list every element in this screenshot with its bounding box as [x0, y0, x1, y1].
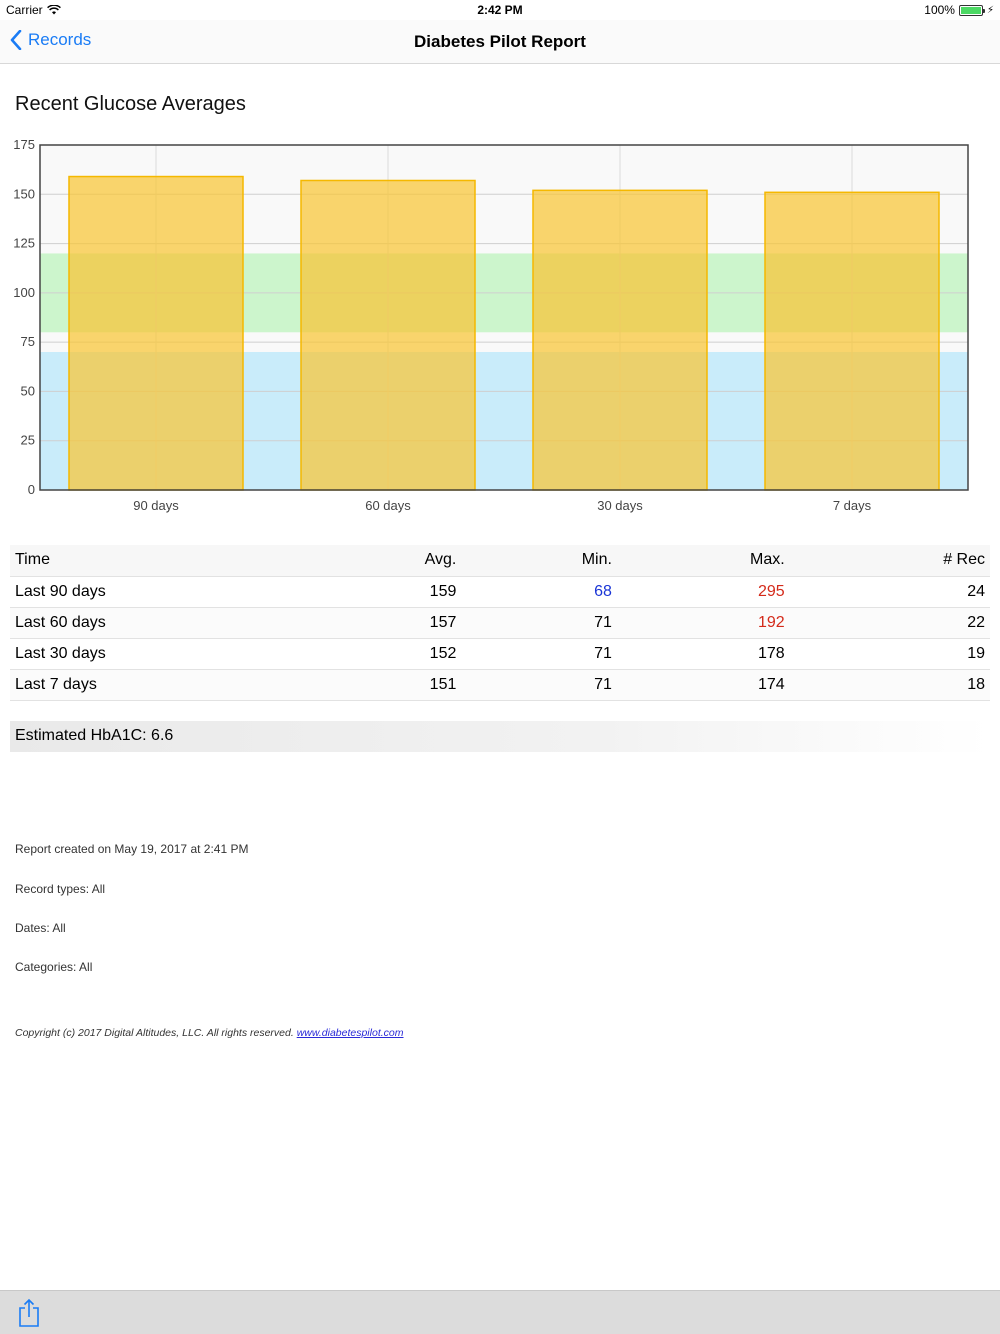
status-bar: Carrier 2:42 PM 100% ⚡ — [0, 0, 1000, 20]
report-title: Recent Glucose Averages — [15, 93, 246, 115]
header-max: Max. — [616, 545, 790, 577]
cell-rec: 22 — [789, 607, 990, 639]
bar — [68, 175, 244, 491]
cell-max: 174 — [616, 669, 790, 701]
y-tick-label: 100 — [13, 285, 35, 300]
cell-avg: 159 — [300, 576, 462, 608]
back-button-label: Records — [28, 30, 92, 49]
copyright-text: Copyright (c) 2017 Digital Altitudes, LL… — [15, 1027, 294, 1039]
header-rec: # Rec — [789, 545, 990, 577]
charging-icon: ⚡ — [986, 4, 994, 16]
navigation-bar: Records Diabetes Pilot Report — [0, 20, 1000, 64]
x-tick-label: 60 days — [365, 498, 411, 513]
copyright: Copyright (c) 2017 Digital Altitudes, LL… — [15, 1027, 404, 1039]
y-tick-label: 25 — [21, 433, 35, 448]
cell-time: Last 60 days — [10, 607, 300, 639]
cell-time: Last 90 days — [10, 576, 300, 608]
cell-min: 71 — [461, 607, 617, 639]
wifi-icon — [46, 5, 61, 15]
x-tick-label: 90 days — [133, 498, 179, 513]
cell-min: 71 — [461, 638, 617, 670]
bar — [300, 179, 476, 491]
y-tick-label: 50 — [21, 383, 35, 398]
cell-time: Last 30 days — [10, 638, 300, 670]
cell-max: 192 — [616, 607, 790, 639]
plot-border — [39, 144, 969, 491]
table-header-row: Time Avg. Min. Max. # Rec — [10, 545, 990, 577]
y-tick-label: 0 — [28, 482, 35, 497]
header-avg: Avg. — [300, 545, 462, 577]
hba1c-estimate: Estimated HbA1C: 6.6 — [10, 721, 990, 752]
cell-avg: 157 — [300, 607, 462, 639]
cell-rec: 24 — [789, 576, 990, 608]
categories-filter: Categories: All — [15, 960, 93, 974]
bar — [532, 189, 708, 491]
chevron-left-icon — [10, 30, 22, 50]
cell-avg: 152 — [300, 638, 462, 670]
bottom-toolbar — [0, 1290, 1000, 1334]
y-tick-label: 125 — [13, 236, 35, 251]
cell-avg: 151 — [300, 669, 462, 701]
stats-table: Time Avg. Min. Max. # Rec Last 90 days 1… — [10, 545, 990, 701]
y-tick-label: 175 — [13, 137, 35, 152]
table-row: Last 7 days 151 71 174 18 — [10, 669, 990, 701]
website-link[interactable]: www.diabetespilot.com — [296, 1027, 404, 1039]
dates-filter: Dates: All — [15, 921, 66, 935]
cell-rec: 19 — [789, 638, 990, 670]
carrier-label: Carrier — [6, 3, 43, 17]
chart-svg: 0 25 50 75 100 125 150 175 90 days 60 days 30 days… — [13, 137, 969, 513]
table-row: Last 90 days 159 68 295 24 — [10, 576, 990, 608]
bar — [764, 191, 940, 491]
report-created: Report created on May 19, 2017 at 2:41 P… — [15, 842, 249, 856]
page-title: Diabetes Pilot Report — [414, 32, 586, 51]
share-icon[interactable] — [16, 1298, 42, 1328]
battery-percent: 100% — [924, 3, 955, 17]
status-time: 2:42 PM — [477, 3, 523, 17]
glucose-averages-chart: 0 25 50 75 100 125 150 175 90 days 60 days 30 days… — [0, 130, 1000, 525]
cell-max: 178 — [616, 638, 790, 670]
battery-icon — [958, 4, 985, 16]
y-tick-label: 150 — [13, 186, 35, 201]
record-types: Record types: All — [15, 882, 106, 896]
y-tick-label: 75 — [21, 334, 35, 349]
x-tick-label: 7 days — [833, 498, 872, 513]
cell-time: Last 7 days — [10, 669, 300, 701]
cell-rec: 18 — [789, 669, 990, 701]
cell-min: 71 — [461, 669, 617, 701]
cell-min: 68 — [461, 576, 617, 608]
carrier-group: Carrier — [6, 3, 61, 17]
header-time: Time — [10, 545, 300, 577]
table-row: Last 30 days 152 71 178 19 — [10, 638, 990, 670]
battery-group: 100% ⚡ — [924, 3, 994, 17]
table-row: Last 60 days 157 71 192 22 — [10, 607, 990, 639]
header-min: Min. — [461, 545, 617, 577]
back-button[interactable]: Records — [10, 30, 91, 50]
cell-max: 295 — [616, 576, 790, 608]
x-tick-label: 30 days — [597, 498, 643, 513]
